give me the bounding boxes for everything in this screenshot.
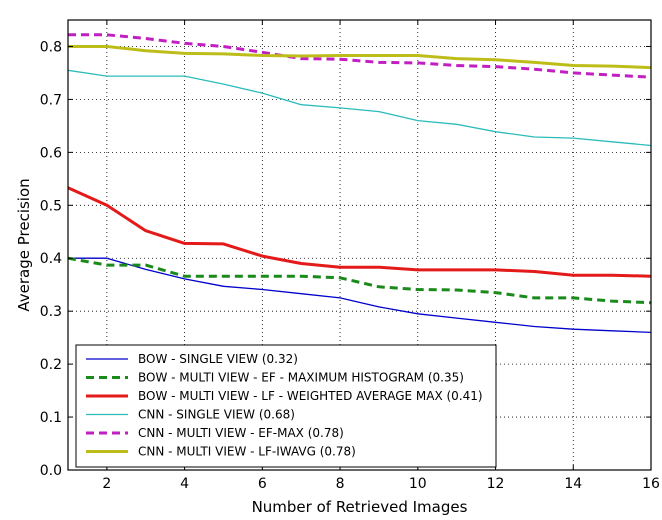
x-tick-label: 14 bbox=[564, 476, 582, 492]
y-tick-label: 0.6 bbox=[40, 145, 62, 161]
legend-label-5: CNN - MULTI VIEW - EF-MAX (0.78) bbox=[138, 426, 344, 440]
ticks: 2 4 6 8 10 12 14 16 0.0 0.1 0.2 0.3 0.4 0.5 0.6 0.7 0.8 bbox=[40, 20, 660, 492]
legend-label-6: CNN - MULTI VIEW - LF-IWAVG (0.78) bbox=[138, 445, 356, 459]
legend-label-1: BOW - SINGLE VIEW (0.32) bbox=[138, 352, 298, 366]
legend: BOW - SINGLE VIEW (0.32) BOW - MULTI VIEW… bbox=[75, 344, 497, 468]
y-tick-label: 0.8 bbox=[40, 39, 62, 55]
plot-frame bbox=[67, 19, 652, 471]
series-line-6 bbox=[68, 45, 652, 70]
series-line-5 bbox=[68, 33, 652, 79]
y-tick-label: 0.4 bbox=[40, 251, 62, 267]
legend-label-2: BOW - MULTI VIEW - EF - MAXIMUM HISTOGRA… bbox=[138, 371, 464, 385]
y-tick-label: 0.3 bbox=[40, 304, 62, 320]
legend-box bbox=[75, 344, 497, 468]
x-tick-label: 10 bbox=[409, 476, 427, 492]
y-tick-label: 0.7 bbox=[40, 92, 62, 108]
y-axis-title: Average Precision bbox=[15, 178, 33, 311]
x-tick-label: 12 bbox=[487, 476, 505, 492]
x-tick-label: 2 bbox=[102, 476, 111, 492]
series-line-4 bbox=[67, 69, 652, 147]
series-line-3 bbox=[67, 186, 652, 278]
legend-label-3: BOW - MULTI VIEW - LF - WEIGHTED AVERAGE… bbox=[138, 389, 483, 403]
y-tick-label: 0.5 bbox=[40, 198, 62, 214]
series-line-2 bbox=[67, 256, 652, 305]
x-axis-title: Number of Retrieved Images bbox=[252, 498, 468, 516]
series-layer bbox=[67, 33, 652, 334]
y-tick-label: 0.1 bbox=[40, 410, 62, 426]
x-tick-label: 6 bbox=[258, 476, 267, 492]
y-tick-label: 0.2 bbox=[40, 357, 62, 373]
x-tick-label: 8 bbox=[336, 476, 345, 492]
y-tick-label: 0.0 bbox=[40, 463, 62, 479]
series-line-1 bbox=[68, 257, 652, 334]
x-tick-label: 4 bbox=[180, 476, 189, 492]
legend-label-4: CNN - SINGLE VIEW (0.68) bbox=[138, 408, 295, 422]
x-tick-label: 16 bbox=[642, 476, 660, 492]
